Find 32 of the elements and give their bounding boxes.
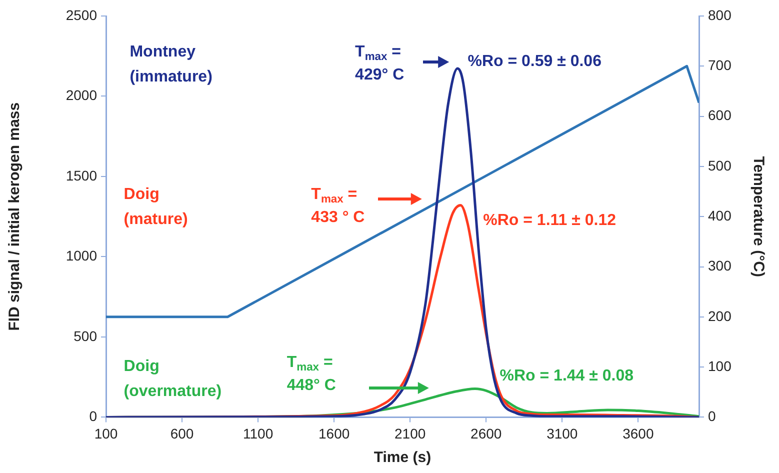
text: Montney (immature) — [130, 44, 212, 86]
y-tick-label: 1500 — [66, 167, 98, 184]
x-tick-label: 3100 — [546, 425, 578, 442]
y2-tick-label: 700 — [708, 57, 732, 74]
y2-tick-label: 400 — [708, 207, 732, 224]
y2-tick-label: 500 — [708, 157, 732, 174]
y2-tick-label: 600 — [708, 107, 732, 124]
x-tick-label: 3600 — [622, 425, 654, 442]
y-tick-label: 2500 — [66, 6, 98, 23]
y2-tick-label: 0 — [708, 408, 716, 424]
y2-tick-label: 300 — [708, 258, 732, 274]
y2-tick-label: 200 — [708, 308, 732, 324]
y-tick-label: 2000 — [66, 87, 98, 104]
y-tick-label: 1000 — [66, 248, 98, 264]
annotation: %Ro = 0.59 ± 0.06 — [468, 53, 602, 70]
text: Doig (mature) — [124, 186, 188, 228]
y2-axis-title: Temperature (°C) — [750, 156, 767, 277]
annotation: %Ro = 1.44 ± 0.08 — [500, 368, 634, 385]
x-axis-title: Time (s) — [374, 449, 432, 466]
series-label: Doig (overmature) — [124, 358, 222, 400]
y2-tick-label: 100 — [708, 358, 732, 374]
x-tick-label: 100 — [94, 425, 118, 442]
x-tick-label: 1600 — [318, 425, 350, 442]
y-axis-title: FID signal / initial kerogen mass — [6, 102, 24, 331]
y-tick-label: 0 — [89, 408, 98, 424]
x-tick-label: 1100 — [242, 425, 274, 442]
y-tick-label: 500 — [74, 328, 98, 344]
x-tick-label: 2100 — [394, 425, 426, 442]
y2-tick-label: 800 — [708, 6, 732, 23]
annotation: %Ro = 1.11 ± 0.12 — [483, 212, 616, 230]
x-tick-label: 2600 — [470, 425, 502, 442]
x-tick-label: 600 — [170, 425, 194, 442]
